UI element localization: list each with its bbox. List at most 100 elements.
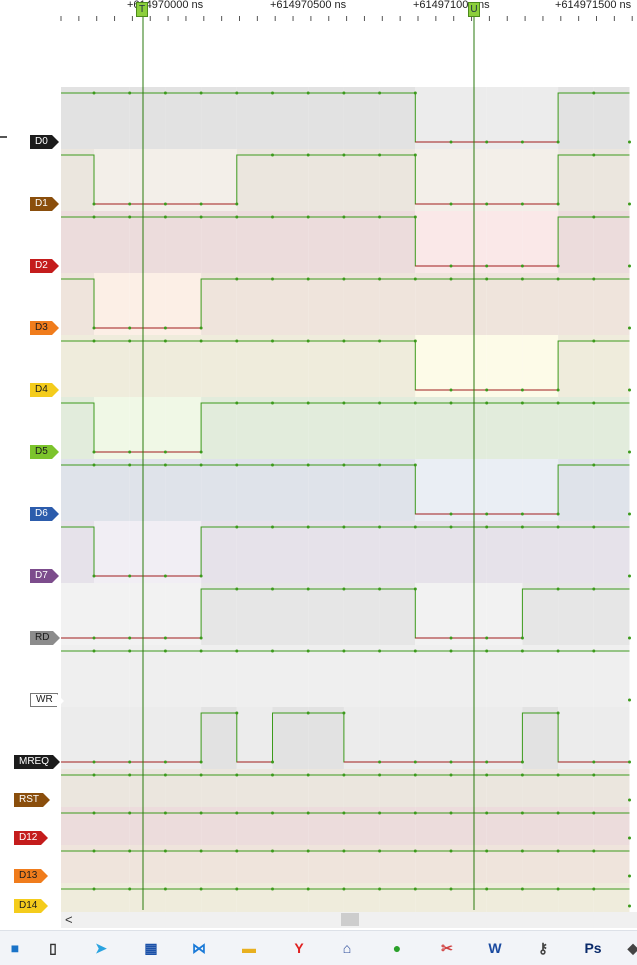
channel-row-wr[interactable] bbox=[61, 645, 631, 707]
cursor-u-flag[interactable]: U bbox=[468, 2, 480, 17]
sample-dot bbox=[628, 636, 631, 640]
row-bg-segment bbox=[94, 707, 130, 769]
channel-row-d12[interactable] bbox=[61, 807, 631, 845]
sample-dot bbox=[485, 849, 489, 853]
sample-dot bbox=[592, 849, 596, 853]
row-bg-segment bbox=[201, 459, 237, 521]
sample-dot bbox=[92, 326, 96, 330]
channel-name: D0 bbox=[30, 135, 59, 149]
row-bg-segment bbox=[201, 273, 237, 335]
key-icon[interactable]: ⚷ bbox=[537, 939, 549, 956]
sample-dot bbox=[92, 887, 96, 891]
row-bg-segment bbox=[236, 583, 273, 645]
snipping-icon[interactable]: ✂ bbox=[441, 939, 453, 956]
channel-name: D3 bbox=[30, 321, 59, 335]
channel-label-d3[interactable]: D3 bbox=[30, 321, 59, 335]
app-icon[interactable]: ◆ bbox=[627, 939, 637, 956]
task-view-icon[interactable]: ▯ bbox=[49, 939, 57, 956]
channel-row-d13[interactable] bbox=[61, 845, 631, 883]
channel-row-d6[interactable] bbox=[61, 459, 631, 521]
channel-row-rst[interactable] bbox=[61, 769, 631, 807]
row-bg-segment bbox=[201, 707, 237, 769]
channel-row-d2[interactable] bbox=[61, 211, 631, 273]
sample-dot bbox=[128, 463, 132, 467]
channel-row-d3[interactable] bbox=[61, 273, 631, 335]
row-bg-segment bbox=[272, 149, 309, 211]
photoshop-icon[interactable]: Ps bbox=[584, 940, 602, 956]
sample-dot bbox=[628, 202, 631, 206]
sample-dot bbox=[199, 91, 203, 95]
vscode-icon[interactable]: ⋈ bbox=[192, 939, 206, 956]
channel-row-d7[interactable] bbox=[61, 521, 631, 583]
channel-name: RD bbox=[30, 631, 62, 645]
word-icon[interactable]: W bbox=[488, 940, 502, 956]
calculator-grid-icon[interactable]: ▦ bbox=[144, 939, 158, 956]
sample-dot bbox=[271, 811, 274, 815]
row-bg-segment bbox=[94, 149, 130, 211]
channel-row-mreq[interactable] bbox=[61, 707, 631, 769]
channel-name: D2 bbox=[30, 259, 59, 273]
channel-label-d0[interactable]: D0 bbox=[30, 135, 59, 149]
sample-dot bbox=[163, 811, 167, 815]
sample-dot bbox=[592, 773, 596, 777]
yandex-browser-icon[interactable]: Y bbox=[294, 940, 304, 956]
sample-dot bbox=[485, 264, 489, 268]
channel-label-wr[interactable]: WR bbox=[30, 693, 64, 708]
sample-dot bbox=[628, 512, 631, 516]
scroll-thumb[interactable] bbox=[341, 913, 359, 926]
channel-row-d14[interactable] bbox=[61, 883, 631, 913]
row-bg-segment bbox=[61, 459, 94, 521]
channel-row-d5[interactable] bbox=[61, 397, 631, 459]
row-bg-segment bbox=[129, 149, 166, 211]
sample-dot bbox=[235, 887, 239, 891]
file-explorer-icon[interactable]: ▬ bbox=[242, 940, 256, 956]
network-icon[interactable]: ⌂ bbox=[342, 940, 352, 956]
row-bg-segment bbox=[593, 397, 630, 459]
scroll-left-arrow-icon[interactable]: < bbox=[65, 912, 73, 927]
sample-dot bbox=[199, 849, 203, 853]
row-bg-segment bbox=[415, 707, 451, 769]
row-bg-segment bbox=[129, 521, 166, 583]
row-bg-segment bbox=[415, 583, 451, 645]
sample-dot bbox=[342, 649, 346, 653]
row-bg-segment bbox=[451, 645, 487, 707]
channel-label-d7[interactable]: D7 bbox=[30, 569, 59, 583]
channel-label-d2[interactable]: D2 bbox=[30, 259, 59, 273]
waveform-area[interactable] bbox=[0, 0, 637, 930]
channel-row-d1[interactable] bbox=[61, 149, 631, 211]
channel-label-d1[interactable]: D1 bbox=[30, 197, 59, 211]
channel-label-d13[interactable]: D13 bbox=[14, 869, 49, 883]
channel-label-d14[interactable]: D14 bbox=[14, 899, 49, 913]
channel-row-d4[interactable] bbox=[61, 335, 631, 397]
row-bg-segment bbox=[308, 521, 344, 583]
row-bg-segment bbox=[558, 87, 594, 149]
windows-start-icon[interactable]: ■ bbox=[10, 940, 20, 956]
time-ruler[interactable]: +614970000 ns +614970500 ns +61497100 ns… bbox=[61, 0, 637, 86]
sample-dot bbox=[520, 887, 524, 891]
sample-dot bbox=[92, 811, 96, 815]
sample-dot bbox=[271, 525, 274, 529]
cursor-t-flag[interactable]: T bbox=[136, 2, 148, 17]
channel-row-rd[interactable] bbox=[61, 583, 631, 645]
horizontal-scrollbar[interactable]: < bbox=[61, 912, 637, 928]
channel-label-d5[interactable]: D5 bbox=[30, 445, 59, 459]
sample-dot bbox=[413, 587, 417, 591]
channel-label-d6[interactable]: D6 bbox=[30, 507, 59, 521]
row-bg-segment bbox=[486, 397, 523, 459]
channel-row-d0[interactable] bbox=[61, 87, 631, 149]
row-bg-segment bbox=[94, 397, 130, 459]
sample-dot bbox=[163, 849, 167, 853]
sample-dot bbox=[378, 401, 382, 405]
channel-label-rd[interactable]: RD bbox=[30, 631, 62, 645]
channel-label-rst[interactable]: RST bbox=[14, 793, 50, 807]
sample-dot bbox=[485, 649, 489, 653]
row-bg-segment bbox=[343, 459, 380, 521]
sample-dot bbox=[271, 887, 274, 891]
telegram-icon[interactable]: ➤ bbox=[95, 939, 107, 956]
green-tool-icon[interactable]: ● bbox=[392, 940, 402, 956]
channel-label-d12[interactable]: D12 bbox=[14, 831, 49, 845]
row-bg-segment bbox=[486, 459, 523, 521]
row-bg-segment bbox=[61, 273, 94, 335]
channel-label-d4[interactable]: D4 bbox=[30, 383, 59, 397]
channel-label-mreq[interactable]: MREQ bbox=[14, 755, 60, 769]
